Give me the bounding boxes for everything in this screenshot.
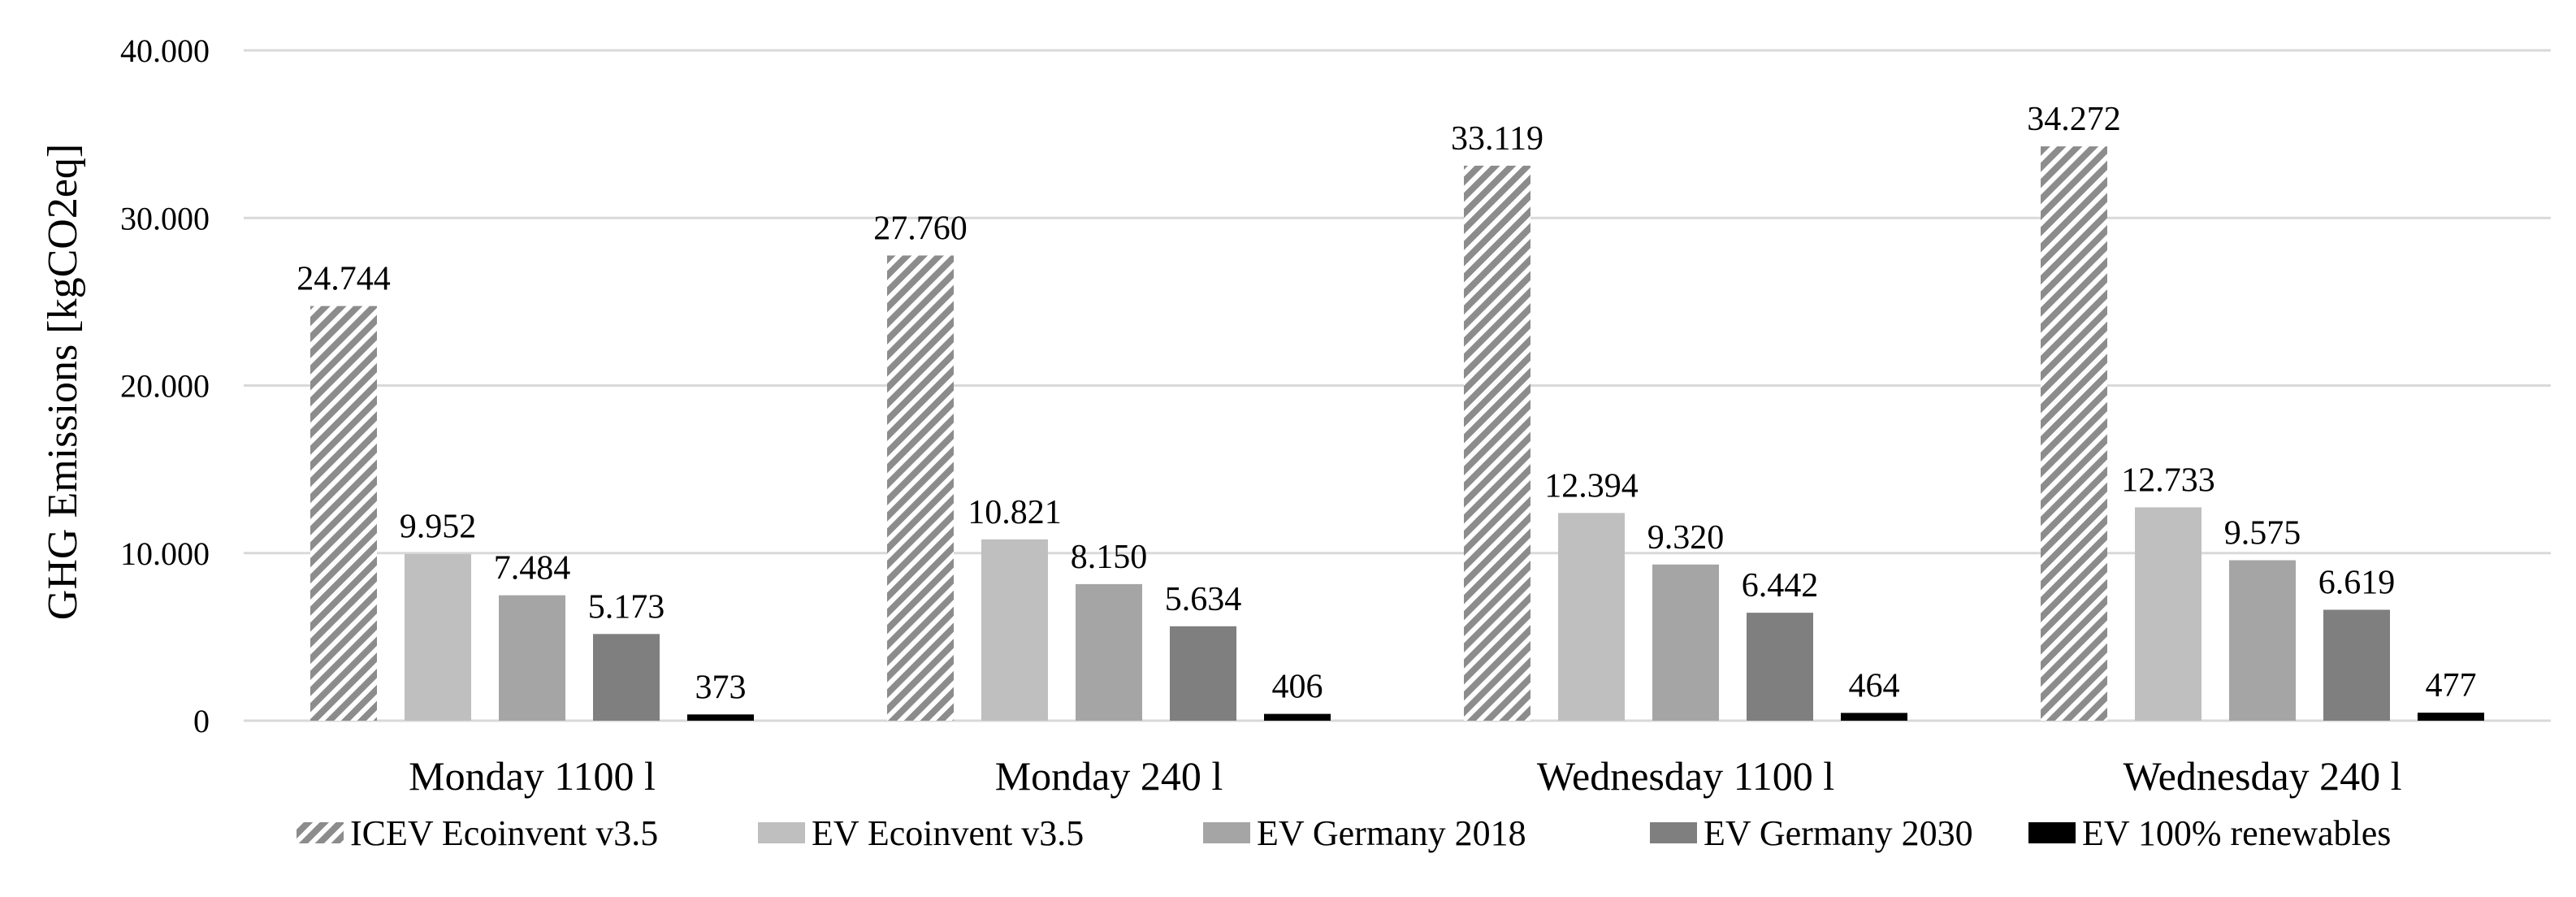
bar-ev-germany-2018-1	[1076, 583, 1142, 721]
data-label: 7.484	[494, 550, 571, 587]
y-axis-title: GHG Emissions [kgCO2eq]	[40, 144, 86, 620]
legend-item: ICEV Ecoinvent v3.5	[297, 813, 658, 853]
bar-icev-ecoinvent-v3-5-3	[2041, 146, 2107, 721]
legend-item: EV 100% renewables	[2028, 813, 2391, 853]
data-label: 9.575	[2224, 515, 2301, 552]
data-label: 406	[1272, 669, 1323, 706]
bar-ev-ecoinvent-v3-5-0	[405, 553, 471, 721]
legend-swatch	[297, 822, 344, 843]
data-label: 5.173	[588, 588, 665, 626]
y-tick-label: 10.000	[120, 535, 210, 572]
data-label: 9.952	[400, 509, 477, 546]
bar-ev-germany-2030-0	[593, 634, 660, 721]
labels-layer: 0 10.000 20.000 30.000 40.000 24.744 9.952 7.48…	[120, 32, 2477, 799]
bar-ev-ecoinvent-v3-5-2	[1558, 513, 1625, 721]
bar-icev-ecoinvent-v3-5-2	[1464, 165, 1530, 721]
legend-label: EV 100% renewables	[2082, 813, 2391, 853]
legend-item: EV Ecoinvent v3.5	[758, 813, 1084, 853]
data-label: 10.821	[968, 494, 1062, 531]
data-label: 373	[695, 669, 747, 706]
legend: ICEV Ecoinvent v3.5 EV Ecoinvent v3.5 EV G…	[297, 813, 2391, 853]
bar-icev-ecoinvent-v3-5-0	[310, 306, 377, 721]
data-label: 34.272	[2027, 101, 2121, 138]
data-label: 12.733	[2121, 462, 2215, 499]
data-label: 464	[1849, 667, 1900, 704]
bar-ev-ecoinvent-v3-5-3	[2135, 507, 2202, 721]
x-category-label: Monday 240 l	[995, 753, 1223, 799]
data-label: 33.119	[1451, 120, 1543, 158]
y-tick-label: 0	[193, 703, 210, 739]
legend-item: EV Germany 2030	[1650, 813, 1973, 853]
bar-ev-germany-2030-3	[2323, 609, 2390, 721]
bar-ev-100-renewables-1	[1264, 713, 1331, 721]
data-label: 9.320	[1647, 519, 1725, 557]
legend-swatch	[1203, 822, 1250, 843]
data-label: 5.634	[1165, 581, 1242, 618]
bars-layer	[310, 146, 2484, 721]
data-label: 24.744	[297, 261, 391, 298]
data-label: 12.394	[1544, 467, 1639, 505]
bar-ev-ecoinvent-v3-5-1	[981, 539, 1048, 721]
legend-label: EV Germany 2018	[1257, 813, 1526, 853]
data-label: 8.150	[1071, 539, 1148, 576]
legend-swatch	[758, 822, 805, 843]
x-category-label: Wednesday 240 l	[2123, 753, 2401, 799]
x-category-label: Wednesday 1100 l	[1537, 753, 1834, 799]
legend-swatch	[1650, 822, 1697, 843]
bar-ev-germany-2018-0	[499, 595, 565, 721]
bar-ev-100-renewables-3	[2418, 713, 2484, 721]
x-category-label: Monday 1100 l	[409, 753, 656, 799]
data-label: 27.760	[873, 210, 968, 247]
data-label: 6.442	[1742, 567, 1819, 604]
bar-ev-germany-2030-2	[1747, 613, 1813, 721]
legend-swatch	[2028, 822, 2076, 843]
bar-ev-germany-2018-3	[2229, 560, 2296, 721]
y-tick-label: 40.000	[120, 32, 210, 69]
bar-icev-ecoinvent-v3-5-1	[887, 255, 954, 721]
y-tick-label: 30.000	[120, 200, 210, 236]
data-label: 6.619	[2318, 564, 2396, 601]
legend-label: ICEV Ecoinvent v3.5	[350, 813, 658, 853]
legend-label: EV Ecoinvent v3.5	[812, 813, 1084, 853]
bar-ev-germany-2030-1	[1170, 626, 1236, 721]
legend-label: EV Germany 2030	[1704, 813, 1973, 853]
data-label: 477	[2426, 667, 2477, 704]
bar-ev-100-renewables-2	[1841, 713, 1907, 721]
bar-ev-100-renewables-0	[687, 714, 754, 721]
bar-ev-germany-2018-2	[1652, 564, 1719, 721]
y-tick-label: 20.000	[120, 368, 210, 405]
legend-item: EV Germany 2018	[1203, 813, 1526, 853]
